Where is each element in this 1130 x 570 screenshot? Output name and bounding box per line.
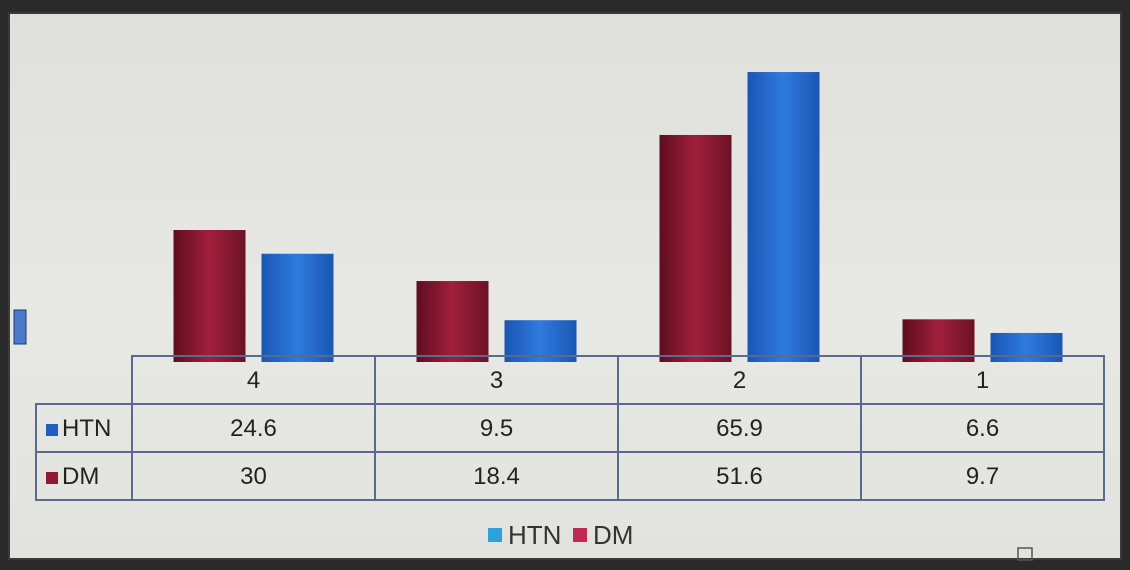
legend-swatch-htn [488,528,502,542]
cell-htn-1: 6.6 [966,415,999,442]
category-label-3: 3 [490,367,503,394]
category-label-1: 1 [976,367,989,394]
cell-htn-3: 9.5 [480,415,513,442]
bar-dm-4 [173,230,246,362]
legend-swatch-dm [573,528,587,542]
bar-htn-2 [747,72,820,362]
bar-dm-3 [416,281,489,362]
bar-dm-1 [902,319,975,362]
chart-frame: 4 3 2 1 HTN 24.6 9.5 65.9 6.6 DM 30 18.4 51.6 9.7 HTN… [8,12,1122,561]
cell-dm-4: 30 [240,463,267,490]
bar-htn-1 [990,332,1063,362]
bar-chart: 4 3 2 1 HTN 24.6 9.5 65.9 6.6 DM 30 18.4 51.6 9.7 HTN… [13,72,1105,561]
category-label-2: 2 [733,367,746,394]
cell-dm-2: 51.6 [716,463,763,490]
chart-legend: HTN DM [488,520,633,550]
bar-dm-2 [659,134,732,362]
cell-dm-1: 9.7 [966,463,999,490]
legend-label-dm: DM [593,520,633,550]
resize-handle-icon[interactable] [13,309,27,345]
cell-dm-3: 18.4 [473,463,520,490]
row-swatch-htn [46,424,58,436]
cell-htn-2: 65.9 [716,415,763,442]
bars-group [173,72,1063,362]
row-swatch-dm [46,472,58,484]
corner-checkbox-icon[interactable] [1017,547,1033,561]
row-label-dm: DM [62,463,99,490]
row-label-htn: HTN [62,415,111,442]
bar-htn-4 [261,253,334,362]
data-table: 4 3 2 1 HTN 24.6 9.5 65.9 6.6 DM 30 18.4 51.6 9.7 [35,355,1105,501]
category-label-4: 4 [247,367,260,394]
legend-label-htn: HTN [508,520,561,550]
cell-htn-4: 24.6 [230,415,277,442]
